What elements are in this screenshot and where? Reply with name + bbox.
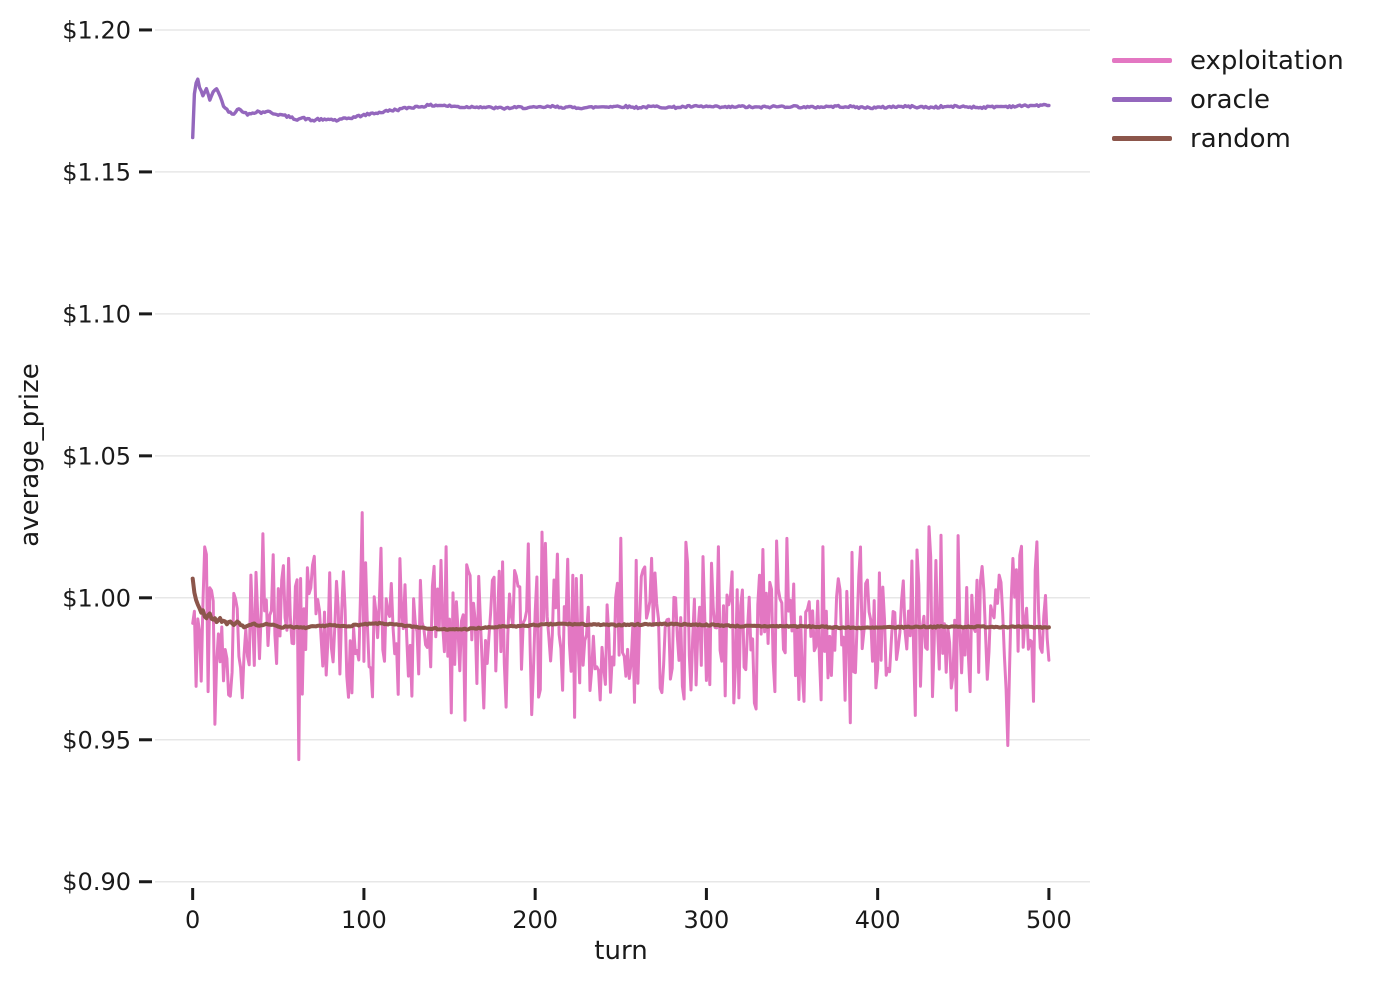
y-tick-label: $1.10 [62, 300, 131, 328]
y-tick-label: $0.90 [62, 868, 131, 896]
series-line-random [190, 576, 1051, 632]
series-line-exploitation [191, 511, 1051, 762]
legend-label: random [1190, 123, 1291, 154]
y-tick-label: $1.05 [62, 442, 131, 470]
x-tick-label: 0 [185, 906, 200, 934]
legend-swatch-random [1112, 136, 1172, 141]
legend-swatch-oracle [1112, 97, 1172, 102]
y-tick-label: $1.15 [62, 158, 131, 186]
y-axis-label: average_prize [15, 363, 45, 547]
x-axis-label: turn [594, 936, 648, 966]
legend-item-oracle: oracle [1112, 85, 1344, 114]
y-tick-label: $1.20 [62, 16, 131, 44]
legend-item-exploitation: exploitation [1112, 46, 1344, 75]
y-tick-label: $0.95 [62, 726, 131, 754]
legend-item-random: random [1112, 124, 1344, 153]
y-tick-label: $1.00 [62, 584, 131, 612]
x-tick-label: 100 [341, 906, 387, 934]
x-tick-label: 300 [684, 906, 730, 934]
x-tick-label: 400 [855, 906, 901, 934]
legend: exploitation oracle random [1112, 46, 1344, 153]
series-line-oracle [190, 77, 1051, 140]
x-tick-label: 200 [512, 906, 558, 934]
legend-swatch-exploitation [1112, 58, 1172, 63]
legend-label: oracle [1190, 84, 1271, 115]
legend-label: exploitation [1190, 45, 1344, 76]
x-tick-label: 500 [1026, 906, 1072, 934]
